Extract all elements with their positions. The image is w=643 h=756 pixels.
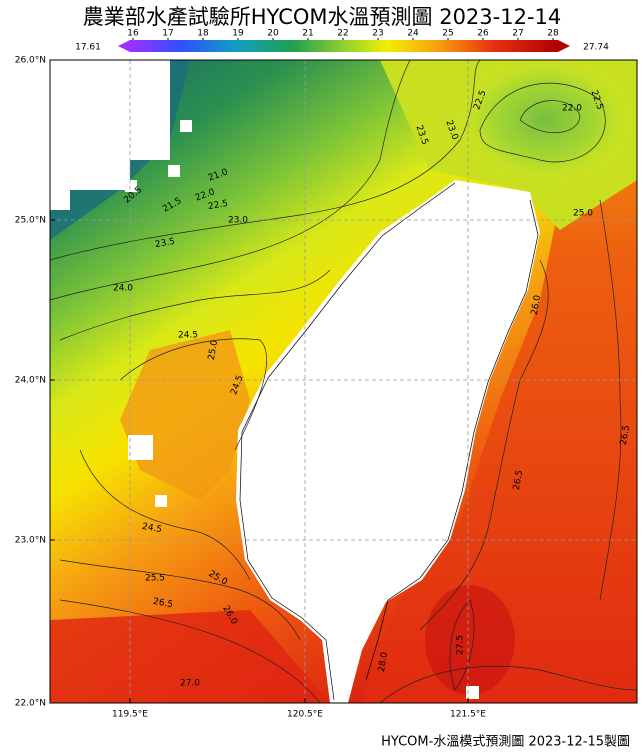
contour-label: 28.0 (377, 651, 390, 673)
colorbar-tick-label: 22 (337, 29, 348, 39)
contour-label: 22.0 (562, 104, 582, 114)
lon-label: 119.5°E (112, 710, 148, 720)
contour-label: 23.5 (154, 237, 175, 250)
contour-label: 22.5 (207, 199, 228, 212)
colorbar-tick-label: 17 (162, 29, 173, 39)
lat-label: 26.0°N (15, 56, 46, 66)
colorbar: 17.61 27.74 16 17 18 19 20 21 22 23 24 25 26 27 28 (75, 29, 609, 53)
contour-label: 26.0 (530, 294, 543, 316)
colorbar-arrow-right (558, 40, 570, 52)
map-area: 22.5 22.0 22.523.5 23.025.020.5 21.522.021.0… (50, 60, 637, 703)
axes: 26.0°N 25.0°N 24.0°N 23.0°N 22.0°N 119.5°E 120… (15, 56, 487, 720)
colorbar-tick-label: 26 (477, 29, 489, 39)
colorbar-tick-label: 27 (512, 29, 523, 39)
colorbar-tick-label: 25 (442, 29, 453, 39)
colorbar-ramp (130, 40, 558, 52)
colorbar-tick-label: 23 (372, 29, 383, 39)
contour-label: 24.5 (178, 331, 198, 341)
contours (50, 60, 637, 703)
colorbar-tick-label: 19 (232, 29, 244, 39)
contour-label: 24.0 (113, 284, 133, 294)
lon-label: 121.5°E (450, 710, 486, 720)
contour-label: 23.0 (228, 216, 248, 226)
lon-label: 120.5°E (287, 710, 323, 720)
contour-label: 24.5 (141, 522, 162, 535)
colorbar-max: 27.74 (583, 43, 609, 53)
footer: HYCOM-水溫模式預測圖 2023-12-15製圖 (381, 735, 630, 750)
title: 農業部水產試驗所HYCOM水溫預測圖 2023-12-14 (83, 5, 562, 29)
contour-label: 25.0 (207, 339, 220, 361)
colorbar-arrow-left (118, 40, 130, 52)
hot-core (425, 585, 515, 695)
south-warm-water (50, 610, 330, 703)
lat-label: 22.0°N (15, 699, 46, 709)
colorbar-tick-label: 21 (302, 29, 313, 39)
cold-eddy (455, 60, 635, 185)
lat-label: 24.0°N (15, 376, 46, 386)
taiwan-island (236, 180, 540, 703)
colorbar-tick-label: 16 (127, 29, 139, 39)
colorbar-tick-label: 28 (547, 29, 559, 39)
contour-label: 25.5 (145, 574, 165, 584)
map-frame (49, 59, 638, 704)
contour-label: 26.5 (512, 469, 525, 490)
lat-label: 25.0°N (15, 216, 46, 226)
contour-label: 26.5 (619, 424, 632, 445)
colorbar-tick-label: 20 (267, 29, 279, 39)
contour-label: 27.5 (456, 635, 466, 655)
graticule (50, 60, 637, 703)
contour-label: 25.0 (573, 209, 593, 219)
colorbar-min: 17.61 (75, 43, 101, 53)
coastline (239, 182, 456, 701)
colorbar-tick-label: 18 (197, 29, 209, 39)
contour-label: 27.0 (180, 679, 200, 689)
china-coast (50, 60, 479, 699)
lat-label: 23.0°N (15, 536, 46, 546)
contour-label: 26.5 (152, 597, 173, 610)
colorbar-tick-label: 24 (407, 29, 419, 39)
